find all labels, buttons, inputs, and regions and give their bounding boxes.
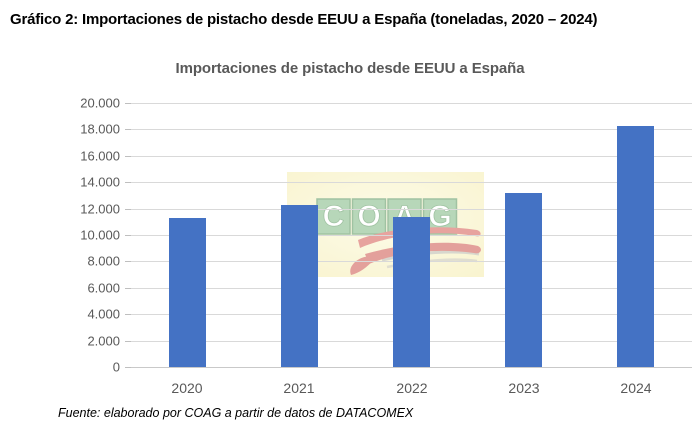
y-tick-2000	[125, 341, 131, 342]
x-axis-label-2023: 2023	[508, 380, 540, 396]
x-axis-label-2024: 2024	[620, 380, 652, 396]
gridline-12000	[131, 209, 692, 210]
bar-2023	[505, 193, 542, 367]
y-axis-labels: 20.000 18.000 16.000 14.000 12.000 10.000 8.00…	[34, 96, 120, 375]
watermark-background	[287, 172, 484, 277]
source-note: Fuente: elaborado por COAG a partir de d…	[58, 406, 414, 420]
y-tick-label: 10.000	[80, 227, 120, 243]
y-tick-label: 14.000	[80, 174, 120, 190]
y-tick-16000	[125, 156, 131, 157]
y-tick-4000	[125, 314, 131, 315]
x-axis-label-2021: 2021	[283, 380, 315, 396]
x-axis-label-2022: 2022	[396, 380, 428, 396]
coag-letters: COAG	[316, 198, 458, 235]
coag-watermark: COAG	[287, 172, 484, 277]
letter-O: O	[357, 200, 380, 233]
gridline-16000	[131, 156, 692, 157]
y-tick-20000	[125, 103, 131, 104]
y-tick-label: 16.000	[80, 148, 120, 164]
letter-tile	[351, 198, 387, 235]
gridline-0	[131, 367, 692, 368]
bar-2021	[281, 205, 318, 367]
y-tick-10000	[125, 235, 131, 236]
y-tick-0	[125, 367, 131, 368]
chart-title: Importaciones de pistacho desde EEUU a E…	[175, 60, 525, 77]
bar-2020	[169, 218, 206, 367]
bar-2022	[393, 217, 430, 367]
y-tick-12000	[125, 209, 131, 210]
y-tick-18000	[125, 129, 131, 130]
y-tick-label: 12.000	[80, 201, 120, 217]
y-tick-label: 4.000	[87, 306, 120, 322]
y-tick-label: 20.000	[80, 95, 120, 111]
letter-G: G	[428, 200, 451, 233]
y-tick-label: 8.000	[87, 253, 120, 269]
y-tick-14000	[125, 182, 131, 183]
figure-caption: Gráfico 2: Importaciones de pistacho des…	[10, 11, 598, 28]
gridline-14000	[131, 182, 692, 183]
gridline-20000	[131, 103, 692, 104]
y-tick-6000	[125, 288, 131, 289]
y-tick-label: 2.000	[87, 333, 120, 349]
gridline-18000	[131, 129, 692, 130]
x-axis-label-2020: 2020	[171, 380, 203, 396]
bar-2024	[617, 126, 654, 367]
y-tick-label: 0	[112, 359, 120, 375]
plot-area: 20.000 18.000 16.000 14.000 12.000 10.000 8.00…	[80, 96, 692, 396]
letter-tile	[316, 198, 351, 235]
letter-C: C	[323, 200, 345, 233]
y-tick-label: 6.000	[87, 280, 120, 296]
y-tick-8000	[125, 261, 131, 262]
y-tick-label: 18.000	[80, 121, 120, 137]
